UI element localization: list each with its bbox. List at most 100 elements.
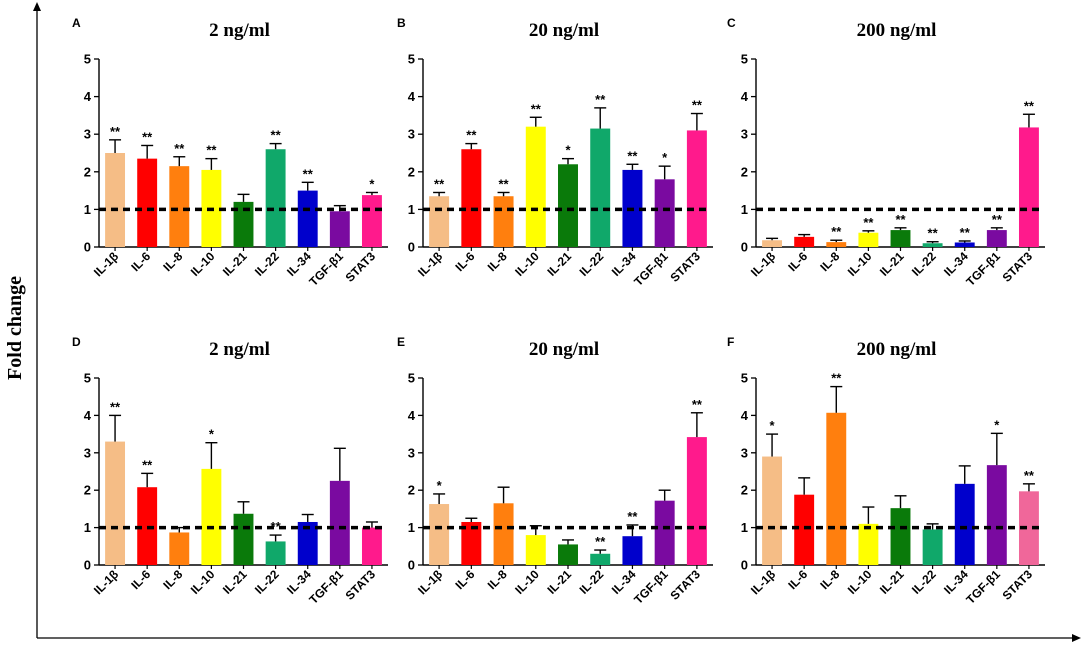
bar xyxy=(265,149,286,247)
panels: A 2 ng/ml 0 1 2 3 4 5 ** IL-1β ** IL-6 ** IL-8 ** IL-10… xyxy=(72,16,1045,607)
significance-label: ** xyxy=(303,166,314,181)
panel-e: E 20 ng/ml 0 1 2 3 4 5 * IL-1β IL-6 IL-8 IL-10 IL-21 *… xyxy=(397,335,713,607)
bar xyxy=(1018,127,1039,247)
significance-label: ** xyxy=(271,519,282,534)
y-tick-label: 4 xyxy=(741,89,749,104)
significance-label: ** xyxy=(1024,468,1035,483)
category-label: IL-22 xyxy=(252,249,282,279)
category-label: IL-21 xyxy=(544,249,574,279)
bar xyxy=(590,553,611,565)
y-tick-label: 3 xyxy=(408,445,415,460)
panel-title: 200 ng/ml xyxy=(857,20,937,41)
significance-label: ** xyxy=(498,176,509,191)
category-label: IL-10 xyxy=(188,249,218,279)
significance-label: ** xyxy=(1024,98,1035,113)
y-tick-label: 1 xyxy=(84,202,91,217)
significance-label: ** xyxy=(466,128,477,143)
category-label: IL-6 xyxy=(785,249,810,274)
category-label: IL-22 xyxy=(252,567,282,597)
y-tick-label: 1 xyxy=(408,202,415,217)
significance-label: ** xyxy=(206,143,217,158)
bar xyxy=(922,243,943,247)
y-tick-label: 1 xyxy=(408,520,415,535)
y-tick-label: 2 xyxy=(84,164,91,179)
y-tick-label: 3 xyxy=(84,445,91,460)
panel-letter: A xyxy=(72,16,81,30)
bar xyxy=(558,164,578,247)
panel-a: A 2 ng/ml 0 1 2 3 4 5 ** IL-1β ** IL-6 ** IL-8 ** IL-10… xyxy=(72,16,388,289)
significance-label: ** xyxy=(627,509,638,524)
category-label: IL-21 xyxy=(220,249,250,279)
bar xyxy=(201,468,222,565)
bar xyxy=(1018,491,1039,565)
panel-letter: F xyxy=(727,335,734,349)
y-tick-label: 5 xyxy=(741,371,748,386)
significance-label: ** xyxy=(174,141,185,156)
significance-label: ** xyxy=(595,92,606,107)
outer-y-arrow-icon xyxy=(33,2,41,11)
bar xyxy=(105,153,126,247)
category-label: STAT3 xyxy=(343,249,379,285)
category-label: IL-1β xyxy=(415,567,445,597)
category-label: IL-8 xyxy=(817,249,842,274)
category-label: IL-6 xyxy=(452,567,477,592)
panel-letter: D xyxy=(72,335,81,349)
bar xyxy=(137,158,158,247)
y-tick-label: 4 xyxy=(84,89,92,104)
significance-label: * xyxy=(662,150,668,165)
category-label: IL-21 xyxy=(544,567,574,597)
category-label: IL-8 xyxy=(485,249,510,274)
y-tick-label: 1 xyxy=(84,520,91,535)
category-label: STAT3 xyxy=(1000,249,1036,285)
y-tick-label: 4 xyxy=(84,408,92,423)
panel-letter: B xyxy=(397,16,406,30)
y-tick-label: 5 xyxy=(408,371,415,386)
bar xyxy=(654,179,675,247)
bar xyxy=(525,535,546,565)
bar xyxy=(826,412,847,565)
bar xyxy=(429,196,450,247)
bar xyxy=(826,242,847,247)
category-label: IL-10 xyxy=(188,567,218,597)
bar xyxy=(890,230,911,247)
y-tick-label: 2 xyxy=(408,164,415,179)
category-label: TGF-β1 xyxy=(631,567,671,607)
category-label: IL-6 xyxy=(128,249,153,274)
category-label: IL-8 xyxy=(817,567,842,592)
y-tick-label: 2 xyxy=(741,483,748,498)
panel-title: 2 ng/ml xyxy=(209,339,270,360)
significance-label: ** xyxy=(992,212,1003,227)
bar xyxy=(493,196,514,247)
category-label: TGF-β1 xyxy=(631,249,671,289)
significance-label: ** xyxy=(895,212,906,227)
category-label: STAT3 xyxy=(667,567,703,603)
category-label: IL-1β xyxy=(748,567,778,597)
significance-label: ** xyxy=(831,224,842,239)
y-tick-label: 3 xyxy=(741,445,748,460)
y-tick-label: 3 xyxy=(741,127,748,142)
significance-label: ** xyxy=(110,124,121,139)
bar xyxy=(169,166,190,247)
bar xyxy=(233,513,254,565)
panel-title: 20 ng/ml xyxy=(529,20,599,41)
bar xyxy=(794,236,815,247)
category-label: IL-1β xyxy=(415,249,445,279)
category-label: IL-10 xyxy=(512,567,542,597)
outer-x-arrow-icon xyxy=(1072,634,1081,642)
y-tick-label: 0 xyxy=(84,558,91,573)
bar xyxy=(954,242,975,247)
category-label: TGF-β1 xyxy=(306,249,346,289)
category-label: IL-8 xyxy=(485,567,510,592)
bar xyxy=(329,480,350,565)
bar xyxy=(986,465,1007,565)
significance-label: ** xyxy=(142,129,153,144)
bar xyxy=(986,230,1007,247)
bar xyxy=(922,529,943,565)
bar xyxy=(265,541,286,565)
category-label: STAT3 xyxy=(1000,567,1036,603)
bar xyxy=(558,544,578,565)
bar xyxy=(858,523,879,565)
